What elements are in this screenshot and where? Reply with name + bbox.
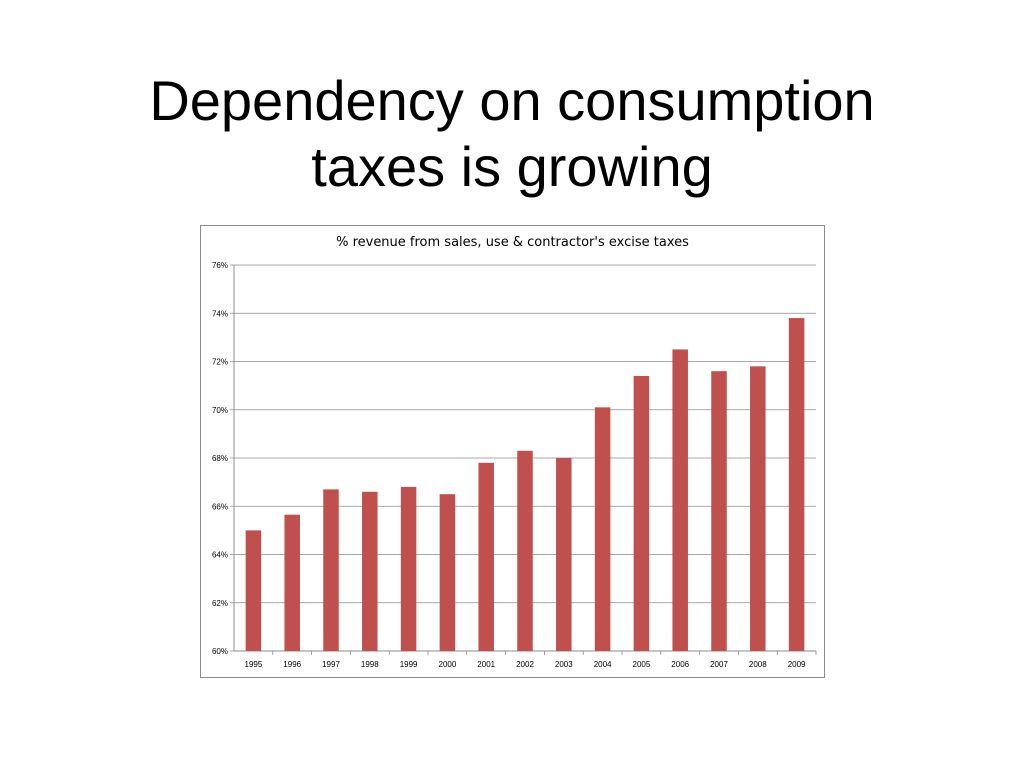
x-tick-label: 2000 [439,660,457,669]
x-tick-label: 2009 [788,660,806,669]
y-tick-label: 68% [212,454,228,463]
x-tick-label: 1999 [400,660,418,669]
bar [362,491,378,651]
bar [323,489,339,651]
slide-title: Dependency on consumption taxes is growi… [0,68,1024,200]
bar [711,371,727,651]
y-tick-label: 60% [212,647,228,656]
bar [284,514,300,651]
bar [594,407,611,651]
x-tick-label: 2005 [633,660,651,669]
x-tick-label: 2003 [555,660,573,669]
x-tick-label: 1995 [245,660,263,669]
x-tick-label: 2004 [594,660,612,669]
y-tick-label: 76% [212,261,228,270]
y-tick-label: 70% [212,406,228,415]
y-tick-label: 74% [212,309,228,318]
bar [672,349,688,651]
y-tick-label: 66% [212,502,228,511]
x-tick-label: 2001 [477,660,495,669]
bar [517,450,533,651]
x-tick-label: 2002 [516,660,534,669]
bar-chart: 60% 62% 64% 66% 68% 70% 72% 74% 76% 1995 1996 1997 1… [212,261,817,669]
x-tick-label: 2007 [710,660,728,669]
x-tick-label: 1998 [361,660,379,669]
x-tick-label: 2006 [671,660,689,669]
y-tick-label: 62% [212,599,228,608]
bar [439,494,456,651]
slide-title-line-1: Dependency on consumption [149,69,875,132]
y-tick-label: 72% [212,358,228,367]
bar [556,458,572,651]
chart-title: % revenue from sales, use & contractor's… [336,235,689,250]
bar [633,375,650,651]
bar [245,530,262,651]
chart-frame: % revenue from sales, use & contractor's… [200,225,825,678]
x-tick-label: 2008 [749,660,767,669]
slide-title-line-2: taxes is growing [311,135,713,198]
bar [478,462,494,651]
y-tick-label: 64% [212,551,228,560]
bar [788,318,805,651]
bar [750,366,766,651]
x-tick-label: 1997 [322,660,340,669]
x-tick-label: 1996 [283,660,301,669]
bar [400,486,417,651]
